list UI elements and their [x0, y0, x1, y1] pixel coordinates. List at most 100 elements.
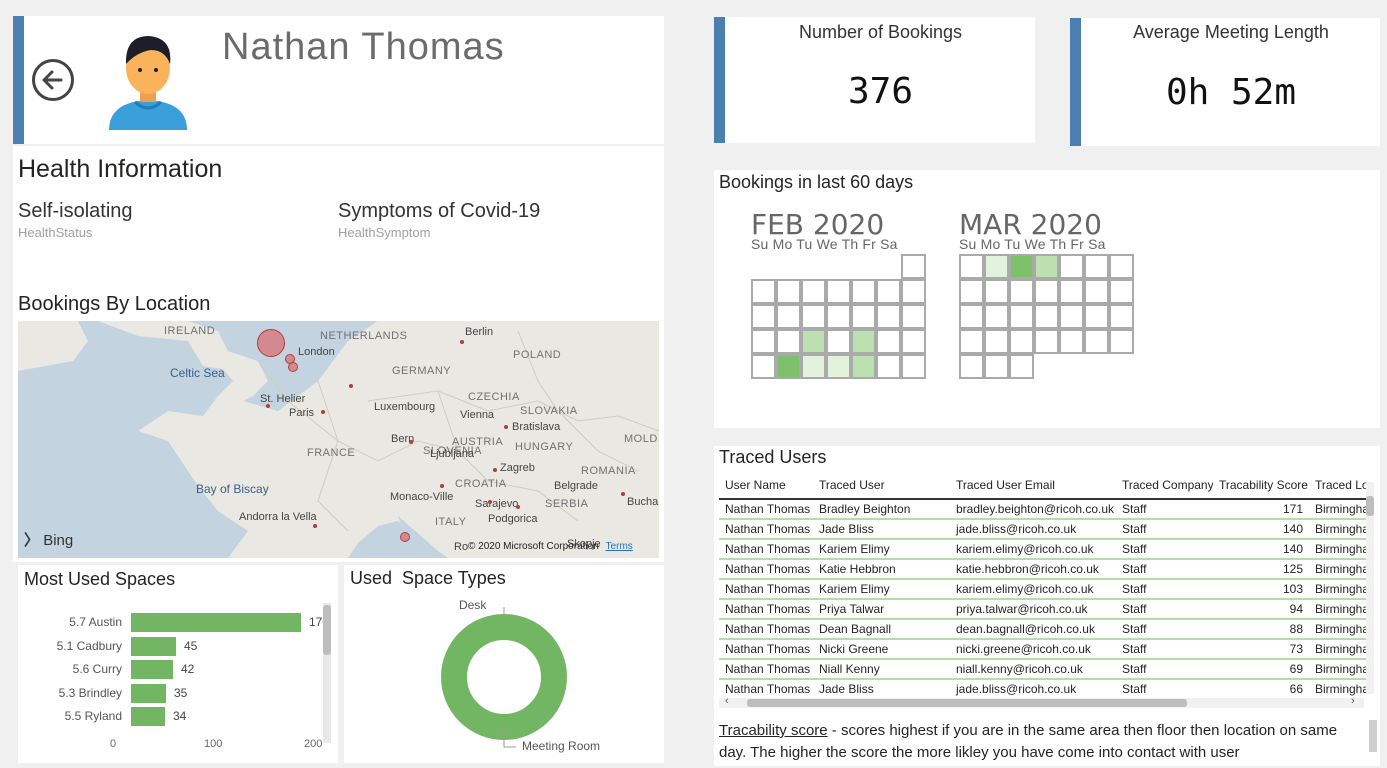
- bar[interactable]: [131, 683, 166, 703]
- calendar-day[interactable]: [751, 354, 776, 379]
- calendar-day[interactable]: [776, 304, 801, 329]
- calendar-day[interactable]: [751, 279, 776, 304]
- calendar-day[interactable]: [826, 304, 851, 329]
- calendar-day[interactable]: [1109, 304, 1134, 329]
- map-bubble-small[interactable]: [400, 532, 410, 542]
- calendar-day[interactable]: [901, 354, 926, 379]
- calendar-day[interactable]: [801, 304, 826, 329]
- calendar-day[interactable]: [776, 279, 801, 304]
- calendar-day[interactable]: [959, 304, 984, 329]
- map-point[interactable]: [409, 440, 413, 444]
- bookings-map[interactable]: IRELAND NETHERLANDS Berlin London POLAND…: [18, 321, 659, 558]
- table-row[interactable]: Nathan Thomas Jade Bliss jade.bliss@ricoh.…: [719, 679, 1367, 698]
- map-point[interactable]: [516, 505, 520, 509]
- calendar-day[interactable]: [851, 279, 876, 304]
- map-point[interactable]: [349, 384, 353, 388]
- bar-row[interactable]: 5.5 Ryland 34: [18, 707, 318, 726]
- calendar-day[interactable]: [959, 254, 984, 279]
- calendar-day[interactable]: [1009, 304, 1034, 329]
- calendar-day[interactable]: [1009, 254, 1034, 279]
- calendar-day[interactable]: [959, 279, 984, 304]
- table-row[interactable]: Nathan Thomas Nicki Greene nicki.greene@ri…: [719, 639, 1367, 660]
- column-header[interactable]: Traced User Email: [950, 472, 1116, 500]
- map-bubble-small[interactable]: [288, 362, 298, 372]
- calendar-day[interactable]: [1059, 279, 1084, 304]
- scrollbar-thumb[interactable]: [747, 699, 1187, 707]
- calendar-day[interactable]: [1084, 279, 1109, 304]
- table-row[interactable]: Nathan Thomas Priya Talwar priya.talwar@ri…: [719, 599, 1367, 620]
- table-row[interactable]: Nathan Thomas Dean Bagnall dean.bagnall@ri…: [719, 619, 1367, 640]
- map-terms-link[interactable]: Terms: [605, 541, 633, 552]
- calendar-day[interactable]: [901, 304, 926, 329]
- map-point[interactable]: [488, 500, 492, 504]
- calendar-day[interactable]: [851, 304, 876, 329]
- table-row[interactable]: Nathan Thomas Bradley Beighton bradley.bei…: [719, 499, 1367, 520]
- calendar-day[interactable]: [901, 329, 926, 354]
- most-used-scrollbar[interactable]: [323, 603, 331, 743]
- tracability-score-link[interactable]: Tracability score: [719, 722, 828, 739]
- calendar-day[interactable]: [826, 279, 851, 304]
- calendar-day[interactable]: [801, 279, 826, 304]
- table-row[interactable]: Nathan Thomas Kariem Elimy kariem.elimy@ri…: [719, 579, 1367, 600]
- column-header[interactable]: Traced User: [813, 472, 950, 500]
- calendar-day[interactable]: [1034, 304, 1059, 329]
- map-point[interactable]: [504, 425, 508, 429]
- scrollbar-thumb[interactable]: [1366, 496, 1374, 516]
- calendar-day[interactable]: [1109, 329, 1134, 354]
- calendar-day[interactable]: [876, 354, 901, 379]
- table-vscrollbar[interactable]: [1366, 482, 1374, 694]
- map-point[interactable]: [313, 524, 317, 528]
- table-row[interactable]: Nathan Thomas Kariem Elimy kariem.elimy@ri…: [719, 539, 1367, 560]
- map-point[interactable]: [440, 484, 444, 488]
- calendar-day[interactable]: [1084, 304, 1109, 329]
- calendar-day[interactable]: [1009, 354, 1034, 379]
- table-row[interactable]: Nathan Thomas Jade Bliss jade.bliss@ricoh.…: [719, 519, 1367, 540]
- map-point[interactable]: [460, 340, 464, 344]
- calendar-day[interactable]: [959, 329, 984, 354]
- calendar-day[interactable]: [1034, 329, 1059, 354]
- scroll-right-icon[interactable]: ›: [1351, 695, 1355, 707]
- bar[interactable]: [131, 636, 176, 656]
- note-scrollbar[interactable]: [1369, 720, 1377, 752]
- calendar-day[interactable]: [1109, 279, 1134, 304]
- bar[interactable]: [131, 613, 301, 632]
- calendar-day[interactable]: [1009, 279, 1034, 304]
- calendar-day[interactable]: [1059, 329, 1084, 354]
- calendar-day[interactable]: [984, 329, 1009, 354]
- calendar-day[interactable]: [1034, 254, 1059, 279]
- calendar-day[interactable]: [1084, 254, 1109, 279]
- calendar-day[interactable]: [851, 354, 876, 379]
- calendar-day[interactable]: [751, 304, 776, 329]
- bar[interactable]: [131, 707, 165, 726]
- calendar-day[interactable]: [1109, 254, 1134, 279]
- calendar-day[interactable]: [1059, 254, 1084, 279]
- back-arrow-icon[interactable]: [31, 58, 75, 102]
- column-header[interactable]: User Name: [719, 472, 813, 500]
- calendar-day[interactable]: [776, 329, 801, 354]
- table-hscrollbar[interactable]: ‹ ›: [719, 695, 1364, 708]
- calendar-day[interactable]: [1059, 304, 1084, 329]
- calendar-day[interactable]: [851, 329, 876, 354]
- column-header[interactable]: Traced Lo: [1309, 472, 1367, 500]
- bar[interactable]: [131, 660, 173, 679]
- calendar-day[interactable]: [901, 279, 926, 304]
- map-point[interactable]: [621, 492, 625, 496]
- calendar-day[interactable]: [1034, 279, 1059, 304]
- calendar-day[interactable]: [984, 354, 1009, 379]
- calendar-day[interactable]: [876, 304, 901, 329]
- table-row[interactable]: Nathan Thomas Niall Kenny niall.kenny@rico…: [719, 659, 1367, 680]
- donut-ring[interactable]: [441, 614, 567, 740]
- bar-row[interactable]: 5.3 Brindley 35: [18, 683, 318, 703]
- column-header[interactable]: Traced Company: [1116, 472, 1213, 500]
- calendar-day[interactable]: [959, 354, 984, 379]
- calendar-day[interactable]: [984, 279, 1009, 304]
- calendar-day[interactable]: [776, 354, 801, 379]
- calendar-day[interactable]: [751, 329, 776, 354]
- calendar-day[interactable]: [876, 279, 901, 304]
- calendar-day[interactable]: [826, 329, 851, 354]
- calendar-day[interactable]: [901, 254, 926, 279]
- map-point[interactable]: [493, 468, 497, 472]
- calendar-day[interactable]: [1084, 329, 1109, 354]
- calendar-day[interactable]: [876, 329, 901, 354]
- calendar-day[interactable]: [984, 304, 1009, 329]
